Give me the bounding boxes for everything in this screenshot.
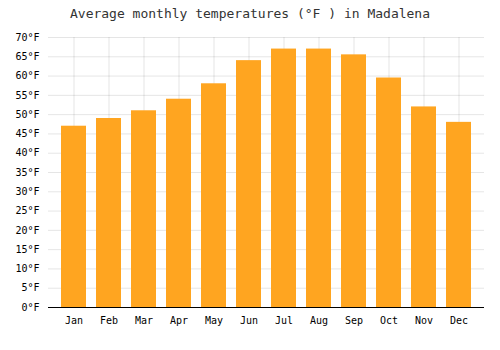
svg-text:Aug: Aug [310,315,328,326]
html-text:Average monthly temperatures (: Average monthly temperatures (°F ) in Ma… [70,6,430,21]
svg-text:May: May [205,315,223,326]
svg-text:30°F: 30°F [15,186,39,197]
svg-text:20°F: 20°F [15,225,39,236]
svg-text:10°F: 10°F [15,263,39,274]
svg-text:0°F: 0°F [21,302,39,313]
svg-text:Oct: Oct [380,315,398,326]
svg-text:65°F: 65°F [15,51,39,62]
svg-text:Apr: Apr [170,315,188,326]
svg-text:40°F: 40°F [15,147,39,158]
svg-text:35°F: 35°F [15,167,39,178]
svg-text:Jun: Jun [240,315,258,326]
svg-text:Jan: Jan [65,315,83,326]
svg-text:50°F: 50°F [15,109,39,120]
svg-text:70°F: 70°F [15,32,39,43]
svg-text:60°F: 60°F [15,70,39,81]
svg-text:Feb: Feb [100,315,118,326]
svg-text:Dec: Dec [450,315,468,326]
svg-text:55°F: 55°F [15,90,39,101]
svg-text:25°F: 25°F [15,205,39,216]
svg-text:15°F: 15°F [15,244,39,255]
svg-text:Sep: Sep [345,315,363,326]
svg-text:45°F: 45°F [15,128,39,139]
svg-text:Nov: Nov [415,315,433,326]
svg-text:5°F: 5°F [21,282,39,293]
svg-text:Mar: Mar [135,315,153,326]
svg-text:Jul: Jul [275,315,293,326]
